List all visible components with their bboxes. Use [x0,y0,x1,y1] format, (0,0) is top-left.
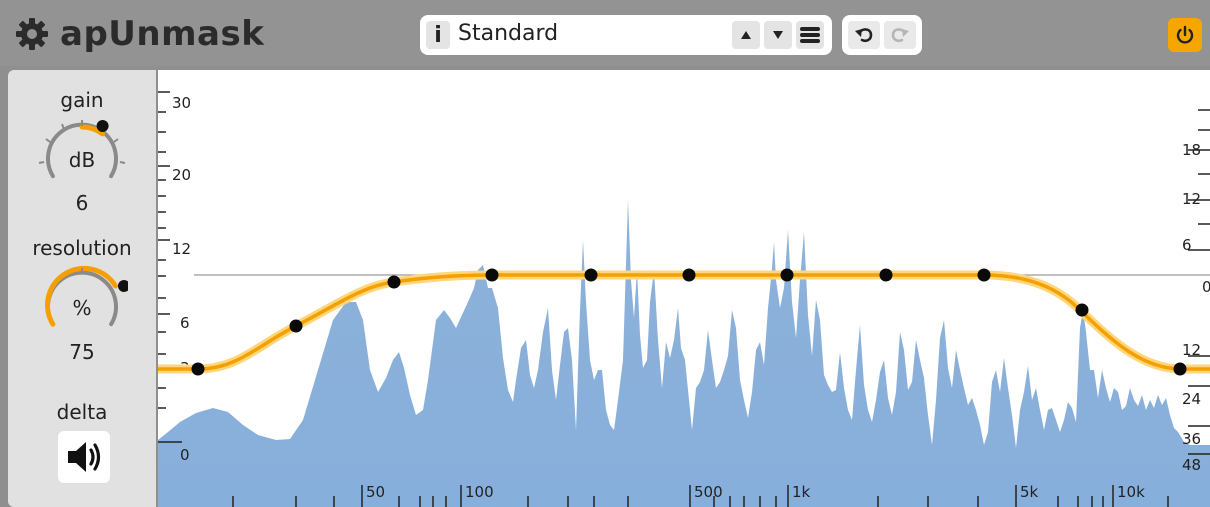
freq-label-50: 50 [366,483,385,501]
left-scale-0: 0 [180,446,190,464]
resolution-unit: % [72,296,92,320]
eq-node[interactable] [1173,362,1187,376]
redo-icon [891,28,909,43]
resolution-value: 75 [69,340,95,364]
left-scale-6: 6 [180,314,190,332]
gear-icon[interactable] [14,16,50,52]
preset-menu-button[interactable] [796,21,824,49]
power-button[interactable] [1168,18,1202,52]
left-scale-20: 20 [172,166,191,184]
eq-node[interactable] [191,362,205,376]
eq-curve [158,273,1210,371]
hamburger-icon [800,27,820,43]
brand: apUnmask [14,12,264,56]
triangle-up-icon [741,31,751,39]
eq-graph[interactable]: 30 20 12 6 3 0 18 12 6 0 12 24 36 48 [158,70,1210,507]
eq-node[interactable] [584,268,598,282]
eq-node[interactable] [485,268,499,282]
gain-knob[interactable] [36,114,128,194]
gain-value: 6 [75,191,89,215]
delta-label: delta [56,400,108,424]
eq-node[interactable] [879,268,893,282]
right-scale-ticks [1188,109,1210,455]
right-scale-48: 48 [1182,456,1201,474]
redo-button[interactable] [884,21,916,49]
gain-unit: dB [68,148,96,172]
info-icon[interactable]: i [426,21,450,49]
preset-next-button[interactable] [764,21,792,49]
preset-selector[interactable]: i Standard [420,15,832,55]
freq-label-500: 500 [694,483,723,501]
freq-label-100: 100 [465,483,494,501]
right-scale-12-bottom: 12 [1182,341,1201,359]
eq-node[interactable] [977,268,991,282]
control-sidebar: gain dB 6 resolution % 75 delta [8,70,156,507]
left-scale-ticks [158,91,182,443]
undo-icon [855,28,873,43]
right-scale-12-top: 12 [1182,190,1201,208]
delta-button[interactable] [58,431,110,483]
eq-node[interactable] [1075,303,1089,317]
right-scale-36: 36 [1182,430,1201,448]
freq-label-10k: 10k [1117,483,1145,501]
freq-axis-ticks [232,485,1169,507]
triangle-down-icon [773,31,783,39]
resolution-label: resolution [32,236,132,260]
power-icon [1176,25,1194,44]
right-scale-24: 24 [1182,390,1201,408]
right-scale-0: 0 [1202,278,1210,296]
speaker-icon [68,442,101,472]
preset-prev-button[interactable] [732,21,760,49]
graph-canvas: 30 20 12 6 3 0 18 12 6 0 12 24 36 48 [158,91,1210,507]
left-scale-30: 30 [172,94,191,112]
eq-node[interactable] [289,319,303,333]
freq-label-5k: 5k [1020,483,1039,501]
preset-name[interactable]: Standard [458,21,559,46]
spectrum-area [158,200,1210,507]
freq-label-1k: 1k [792,483,811,501]
resolution-knob[interactable] [36,262,128,342]
left-scale-12: 12 [172,240,191,258]
undo-button[interactable] [848,21,880,49]
eq-node[interactable] [682,268,696,282]
right-scale-18: 18 [1182,141,1201,159]
undo-redo-group [842,15,922,55]
gain-label: gain [60,88,104,112]
eq-node[interactable] [780,268,794,282]
eq-node[interactable] [387,275,401,289]
app-title: apUnmask [60,14,265,54]
top-bar: apUnmask i Standard [0,0,1210,66]
right-scale-6: 6 [1182,236,1192,254]
